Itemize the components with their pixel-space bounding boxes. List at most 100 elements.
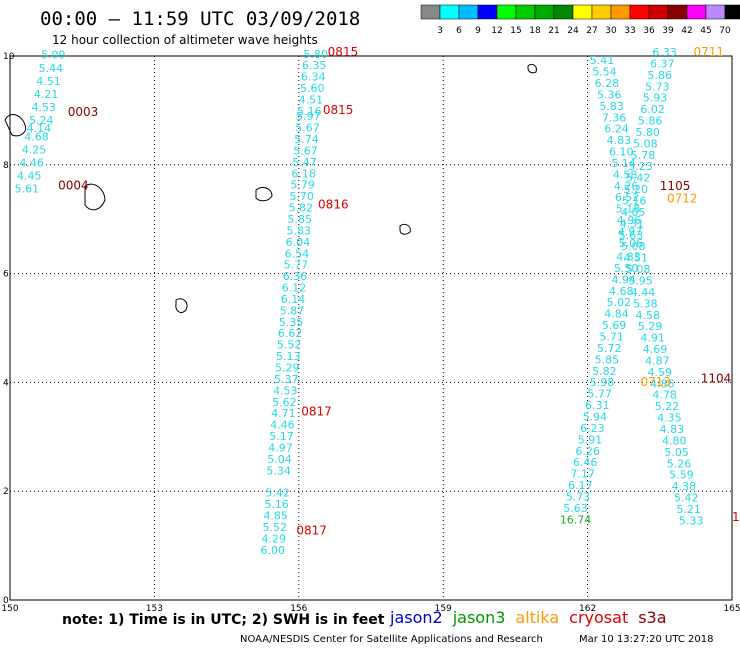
island-outline	[527, 63, 537, 74]
legend-label: 42	[681, 26, 692, 36]
y-tick-label: 8	[3, 161, 9, 171]
wave-height-label: 5.77	[284, 259, 309, 272]
wave-height-label: 4.87	[645, 354, 670, 367]
wave-height-label: 5.86	[638, 115, 663, 128]
wave-height-label: 6.28	[595, 77, 620, 90]
wave-height-label: 4.83	[607, 134, 632, 147]
legend-label: 39	[662, 26, 674, 36]
wave-height-label: 6.54	[285, 247, 310, 260]
satellite-name: altika	[515, 608, 560, 627]
wave-height-label: 4.68	[24, 130, 49, 143]
footer-timestamp: Mar 10 13:27:20 UTC 2018	[579, 634, 714, 645]
wave-height-label: 4.83	[616, 251, 641, 264]
time-label: 1	[732, 510, 740, 524]
wave-height-label: 5.60	[300, 82, 325, 95]
wave-height-label: 4.86	[650, 377, 675, 390]
wave-height-label: 5.29	[638, 320, 663, 333]
wave-height-label: 6.33	[652, 46, 677, 59]
wave-height-label: 5.91	[578, 433, 603, 446]
wave-height-label: 5.24	[29, 114, 54, 127]
satellite-legend: jason2 jason3 altika cryosat s3a	[390, 608, 667, 627]
wave-height-label: 4.68	[609, 285, 634, 298]
legend-label: 30	[605, 26, 617, 36]
wave-height-label: 4.05	[621, 206, 646, 219]
wave-height-label: 6.46	[573, 456, 598, 469]
x-tick-label: 159	[435, 604, 452, 614]
wave-height-label: 5.98	[590, 376, 615, 389]
wave-height-label: 5.80	[303, 48, 328, 61]
wave-height-label: 6.52	[615, 191, 640, 204]
wave-height-label: 5.54	[592, 66, 617, 79]
wave-height-label: 5.87	[280, 304, 305, 317]
x-tick-label: 162	[579, 604, 596, 614]
legend-swatch	[439, 4, 460, 20]
wave-height-label: 5.82	[592, 365, 617, 378]
y-tick-label: 4	[3, 378, 9, 388]
wave-height-label: 4.51	[36, 75, 61, 88]
legend-swatch	[534, 4, 555, 20]
time-label: 1104	[701, 371, 732, 385]
wave-height-label: 4.53	[273, 384, 298, 397]
wave-height-label: 4.78	[652, 389, 677, 402]
chart-title: 00:00 — 11:59 UTC 03/09/2018	[40, 8, 361, 30]
footer-note: note: 1) Time is in UTC; 2) SWH is in fe…	[62, 612, 385, 628]
wave-height-label: 5.97	[296, 110, 321, 123]
wave-height-label: 5.74	[294, 133, 319, 146]
wave-height-label: 5.33	[679, 514, 704, 527]
wave-height-label: 6.14	[281, 293, 306, 306]
wave-height-label: 5.09	[41, 49, 66, 62]
wave-height-label: 6.04	[286, 236, 311, 249]
legend-swatch	[686, 4, 707, 20]
legend-swatch	[667, 4, 688, 20]
wave-height-label: 5.83	[599, 100, 624, 113]
chart-subtitle: 12 hour collection of altimeter wave hei…	[52, 33, 318, 47]
wave-height-label: 4.51	[299, 93, 324, 106]
time-label: 0003	[68, 105, 99, 119]
wave-height-label: 6.26	[575, 445, 600, 458]
wave-height-label: 5.80	[636, 126, 661, 139]
wave-height-label: 5.14	[611, 157, 636, 170]
wave-height-label: 4.26	[614, 180, 639, 193]
x-tick-label: 165	[723, 604, 740, 614]
wave-height-label: 5.04	[267, 453, 292, 466]
legend-swatch	[591, 4, 612, 20]
wave-height-label: 4.85	[263, 509, 288, 522]
wave-height-label: 5.08	[633, 137, 658, 150]
island-outline	[84, 183, 106, 211]
wave-height-label: 5.38	[633, 297, 658, 310]
wave-height-label: 5.18	[616, 203, 641, 216]
wave-height-label: 5.82	[288, 202, 313, 215]
wave-height-label: 6.17	[568, 479, 593, 492]
wave-height-label: 4.44	[631, 286, 656, 299]
time-label: 0711	[693, 45, 724, 59]
wave-height-label: 5.61	[15, 183, 40, 196]
time-label: 0004	[58, 178, 89, 192]
wave-height-label: 6.36	[283, 270, 308, 283]
wave-height-label-green: 16.74	[560, 513, 592, 526]
legend-swatch	[496, 4, 517, 20]
wave-height-label: 5.16	[297, 105, 322, 118]
wave-height-label: 5.85	[288, 213, 313, 226]
wave-height-label: 5.95	[628, 274, 653, 287]
time-label: 0815	[323, 103, 354, 117]
wave-height-label: 6.34	[301, 70, 326, 83]
wave-height-label: 5.05	[664, 446, 689, 459]
legend-swatch	[553, 4, 574, 20]
wave-height-label: 5.73	[566, 490, 591, 503]
time-label: 0817	[301, 405, 332, 419]
wave-height-label: 4.58	[613, 168, 638, 181]
legend-swatch	[629, 4, 650, 20]
wave-height-label: 4.31	[620, 217, 645, 230]
wave-height-label: 6.00	[261, 544, 286, 557]
legend-swatch	[515, 4, 536, 20]
legend-label: 3	[437, 26, 443, 36]
time-label: 0816	[318, 197, 349, 211]
island-outline	[399, 223, 411, 235]
legend-label: 27	[586, 26, 597, 36]
wave-height-label: 5.02	[607, 296, 632, 309]
wave-height-label: 4.71	[271, 407, 296, 420]
wave-height-label: 5.52	[277, 339, 302, 352]
wave-height-label: 6.10	[609, 146, 634, 159]
wave-height-label: 4.58	[636, 309, 661, 322]
plot-frame	[9, 55, 733, 601]
